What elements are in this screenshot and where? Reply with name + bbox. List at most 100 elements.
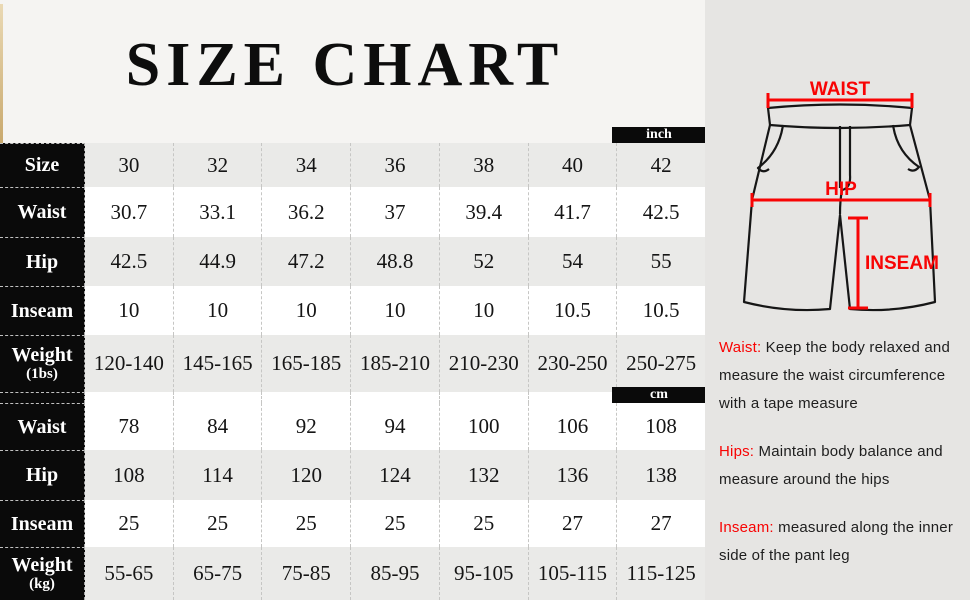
table-cell: 41.7 [527,187,617,237]
table-row-weight-lbs: Weight (1bs) 120-140 145-165 165-185 185-210 2… [0,335,706,392]
table-cell: 230-250 [527,335,617,392]
table-cell: 34 [261,143,351,187]
table-cell: 92 [261,403,351,450]
photo-edge-sliver [0,4,3,143]
table-cell: 55-65 [85,547,173,600]
table-cell: 10.5 [527,286,617,335]
unit-badge-inch: inch [612,127,706,143]
table-cell: 39.4 [438,187,528,237]
shorts-measurement-diagram: WAIST HIP INSEAM [742,79,939,312]
inseam-diagram-label: INSEAM [865,253,939,274]
table-cell: 10 [172,286,262,335]
table-cell: 108 [85,450,173,500]
table-row-waist: Waist 30.7 33.1 36.2 37 39.4 41.7 42.5 [0,187,706,237]
row-label: Weight (kg) [0,547,85,600]
table-cell: 42 [616,143,706,187]
table-cell [438,392,528,403]
row-label: Hip [0,237,85,286]
table-cell: 30 [85,143,173,187]
table-row-inseam: Inseam 25 25 25 25 25 27 27 [0,500,706,547]
row-label: Size [0,143,85,187]
shorts-outline [742,103,937,312]
table-row-hip: Hip 42.5 44.9 47.2 48.8 52 54 55 [0,237,706,286]
instruction-text: measured along the inner side of the pan… [719,519,954,564]
unit-inch-label: inch [646,127,672,142]
instruction-paragraph: Inseam: measured along the inner side of… [719,514,965,570]
table-row-inseam: Inseam 10 10 10 10 10 10.5 10.5 [0,286,706,335]
table-cell: 136 [527,450,617,500]
table-cell: 27 [616,500,706,547]
table-cell: 250-275 [616,335,706,392]
table-cell: 48.8 [350,237,439,286]
table-cell: 32 [172,143,262,187]
table-cell: 108 [616,403,706,450]
table-cell: 78 [85,403,173,450]
table-cell: 120 [261,450,351,500]
table-section: SIZE CHART Size 30 32 34 36 38 40 42 Waist 30.7 33… [0,0,706,600]
table-cell: 114 [172,450,262,500]
table-cell: 10 [85,286,173,335]
shorts-left-pocket [756,124,785,173]
table-cell [85,392,173,403]
table-cell: 10 [350,286,439,335]
table-cell: 75-85 [261,547,351,600]
table-cell: 55 [616,237,706,286]
instruction-term: Waist: [719,339,762,356]
instruction-term: Inseam: [719,519,774,536]
table-cell: 27 [527,500,617,547]
table-row-waist: Waist 78 84 92 94 100 106 108 [0,403,706,450]
table-cell: 42.5 [85,237,173,286]
table-cell: 210-230 [438,335,528,392]
shorts-waistband [766,103,914,130]
unit-badge-cm: cm [612,387,706,403]
row-label: Inseam [0,500,85,547]
table-row-size: Size 30 32 34 36 38 40 42 [0,143,706,187]
measure-lines [750,93,932,310]
table-cell: 115-125 [616,547,706,600]
table-cell: 95-105 [438,547,528,600]
shorts-body [742,124,937,312]
table-row-weight-kg: Weight (kg) 55-65 65-75 75-85 85-95 95-105 105-… [0,547,706,600]
instruction-paragraph: Waist: Keep the body relaxed and measure… [719,334,965,418]
header-area: SIZE CHART [0,0,705,143]
table-cell: 94 [350,403,439,450]
table-cell: 25 [438,500,528,547]
table-cell: 25 [350,500,439,547]
measurement-instructions: Waist: Keep the body relaxed and measure… [719,334,965,590]
table-cell: 25 [85,500,173,547]
table-cell: 10 [261,286,351,335]
table-cell: 10 [438,286,528,335]
table-cell: 37 [350,187,439,237]
row-label: Weight (1bs) [0,335,85,392]
shorts-right-pocket [891,124,921,172]
table-cell: 85-95 [350,547,439,600]
table-cell: 105-115 [527,547,617,600]
table-cell: 100 [438,403,528,450]
row-label [0,392,85,403]
table-cell: 106 [527,403,617,450]
table-cell: 44.9 [172,237,262,286]
table-cell: 84 [172,403,262,450]
table-cell: 36 [350,143,439,187]
instruction-paragraph: Hips: Maintain body balance and measure … [719,438,965,494]
hip-measure-line [750,193,932,207]
table-cell: 165-185 [261,335,351,392]
table-cell: 42.5 [616,187,706,237]
table-cell [527,392,617,403]
table-cell [350,392,439,403]
waist-measure-line [766,93,914,108]
table-cell: 138 [616,450,706,500]
row-label: Inseam [0,286,85,335]
instruction-term: Hips: [719,443,755,460]
instruction-text: Keep the body relaxed and measure the wa… [719,339,950,412]
table-cell: 36.2 [261,187,351,237]
row-label: Waist [0,403,85,450]
table-cell: 10.5 [616,286,706,335]
inseam-measure-line [848,216,868,310]
unit-spacer-row [0,392,706,403]
waist-diagram-label: WAIST [810,79,871,100]
table-cell: 185-210 [350,335,439,392]
table-cell: 38 [438,143,528,187]
size-table: Size 30 32 34 36 38 40 42 Waist 30.7 33.1 36.2 37 39.… [0,143,706,600]
